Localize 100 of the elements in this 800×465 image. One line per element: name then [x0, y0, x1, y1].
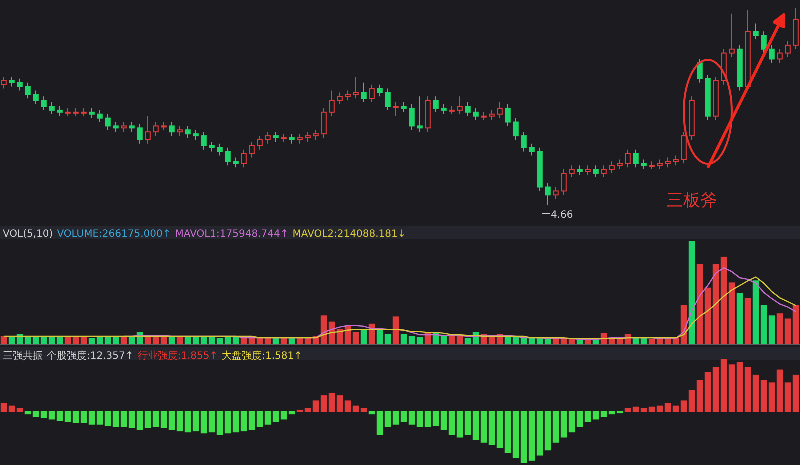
candlestick — [9, 76, 15, 88]
candlestick — [617, 159, 623, 170]
candlestick — [313, 130, 319, 140]
bar — [632, 406, 640, 412]
candlestick — [185, 126, 191, 139]
candlestick — [257, 136, 263, 150]
candlestick — [569, 165, 575, 178]
bar — [432, 411, 440, 426]
candlestick — [777, 48, 783, 64]
bar — [720, 256, 728, 346]
bar — [760, 305, 768, 346]
bar — [648, 406, 656, 412]
candlestick — [433, 96, 439, 113]
candlestick — [113, 122, 119, 133]
bar — [40, 411, 48, 418]
bar — [168, 411, 176, 430]
bar — [416, 411, 424, 428]
bar — [488, 411, 496, 446]
bar — [400, 334, 408, 346]
bar — [664, 403, 672, 412]
candlestick — [201, 132, 207, 150]
candlestick — [457, 96, 463, 115]
bar — [384, 411, 392, 428]
bar — [120, 411, 128, 428]
annotation: 行业强度:1.855↑ — [138, 350, 218, 362]
bar — [736, 293, 744, 346]
candlestick — [497, 102, 503, 119]
bar — [88, 411, 96, 425]
candlestick — [473, 108, 479, 121]
bar — [136, 411, 144, 430]
bar — [792, 305, 800, 346]
bar — [360, 408, 368, 412]
bar — [584, 411, 592, 422]
bar — [680, 400, 688, 412]
candlestick — [681, 132, 687, 164]
bar — [696, 380, 704, 412]
bar — [696, 264, 704, 346]
bar — [768, 316, 776, 346]
candlestick — [785, 40, 791, 58]
bar — [656, 406, 664, 412]
bar — [784, 318, 792, 346]
candlestick — [265, 132, 271, 144]
bar — [96, 411, 104, 425]
bar — [392, 316, 400, 346]
bar — [224, 411, 232, 434]
candlestick — [393, 102, 399, 117]
bar — [688, 390, 696, 412]
candlestick — [561, 169, 567, 196]
bar — [408, 411, 416, 425]
candlestick — [697, 58, 703, 84]
bar — [8, 406, 16, 412]
bar — [472, 411, 480, 440]
bar — [280, 411, 288, 420]
candlestick — [241, 149, 247, 168]
bar — [352, 406, 360, 412]
bar — [112, 411, 120, 428]
bar — [32, 411, 40, 418]
candlestick — [97, 110, 103, 123]
candlestick — [329, 90, 335, 117]
bar — [776, 314, 784, 346]
candlestick — [465, 102, 471, 117]
candlestick — [57, 106, 63, 117]
candlestick — [209, 141, 215, 152]
bar — [232, 411, 240, 433]
bar — [184, 411, 192, 433]
bar — [320, 396, 328, 412]
bar — [776, 370, 784, 412]
bar — [672, 406, 680, 412]
bar — [712, 367, 720, 412]
text: 4.66 — [551, 210, 574, 221]
candlestick — [673, 155, 679, 166]
candlestick — [585, 165, 591, 176]
bar — [552, 411, 560, 443]
candlestick — [609, 161, 615, 174]
candlestick — [225, 147, 231, 166]
bar — [792, 374, 800, 412]
bar — [352, 332, 360, 346]
bar — [328, 392, 336, 412]
bar — [152, 411, 160, 428]
bar — [384, 334, 392, 346]
candlestick — [505, 104, 511, 127]
candlestick — [105, 114, 111, 131]
annotation: 三板斧 — [666, 191, 718, 211]
bar — [480, 411, 488, 443]
bar — [704, 288, 712, 346]
candlestick — [193, 130, 199, 140]
candlestick — [753, 23, 759, 40]
chart-title: 三强共振 — [3, 350, 43, 362]
candlestick — [169, 122, 175, 137]
bar — [392, 411, 400, 425]
bar — [64, 411, 72, 422]
bar — [608, 411, 616, 415]
bar — [456, 411, 464, 438]
bar — [264, 411, 272, 425]
bar — [160, 411, 168, 428]
bar — [728, 282, 736, 346]
bar — [520, 411, 528, 464]
bar — [216, 411, 224, 436]
candlestick — [641, 159, 647, 170]
bar — [272, 411, 280, 422]
